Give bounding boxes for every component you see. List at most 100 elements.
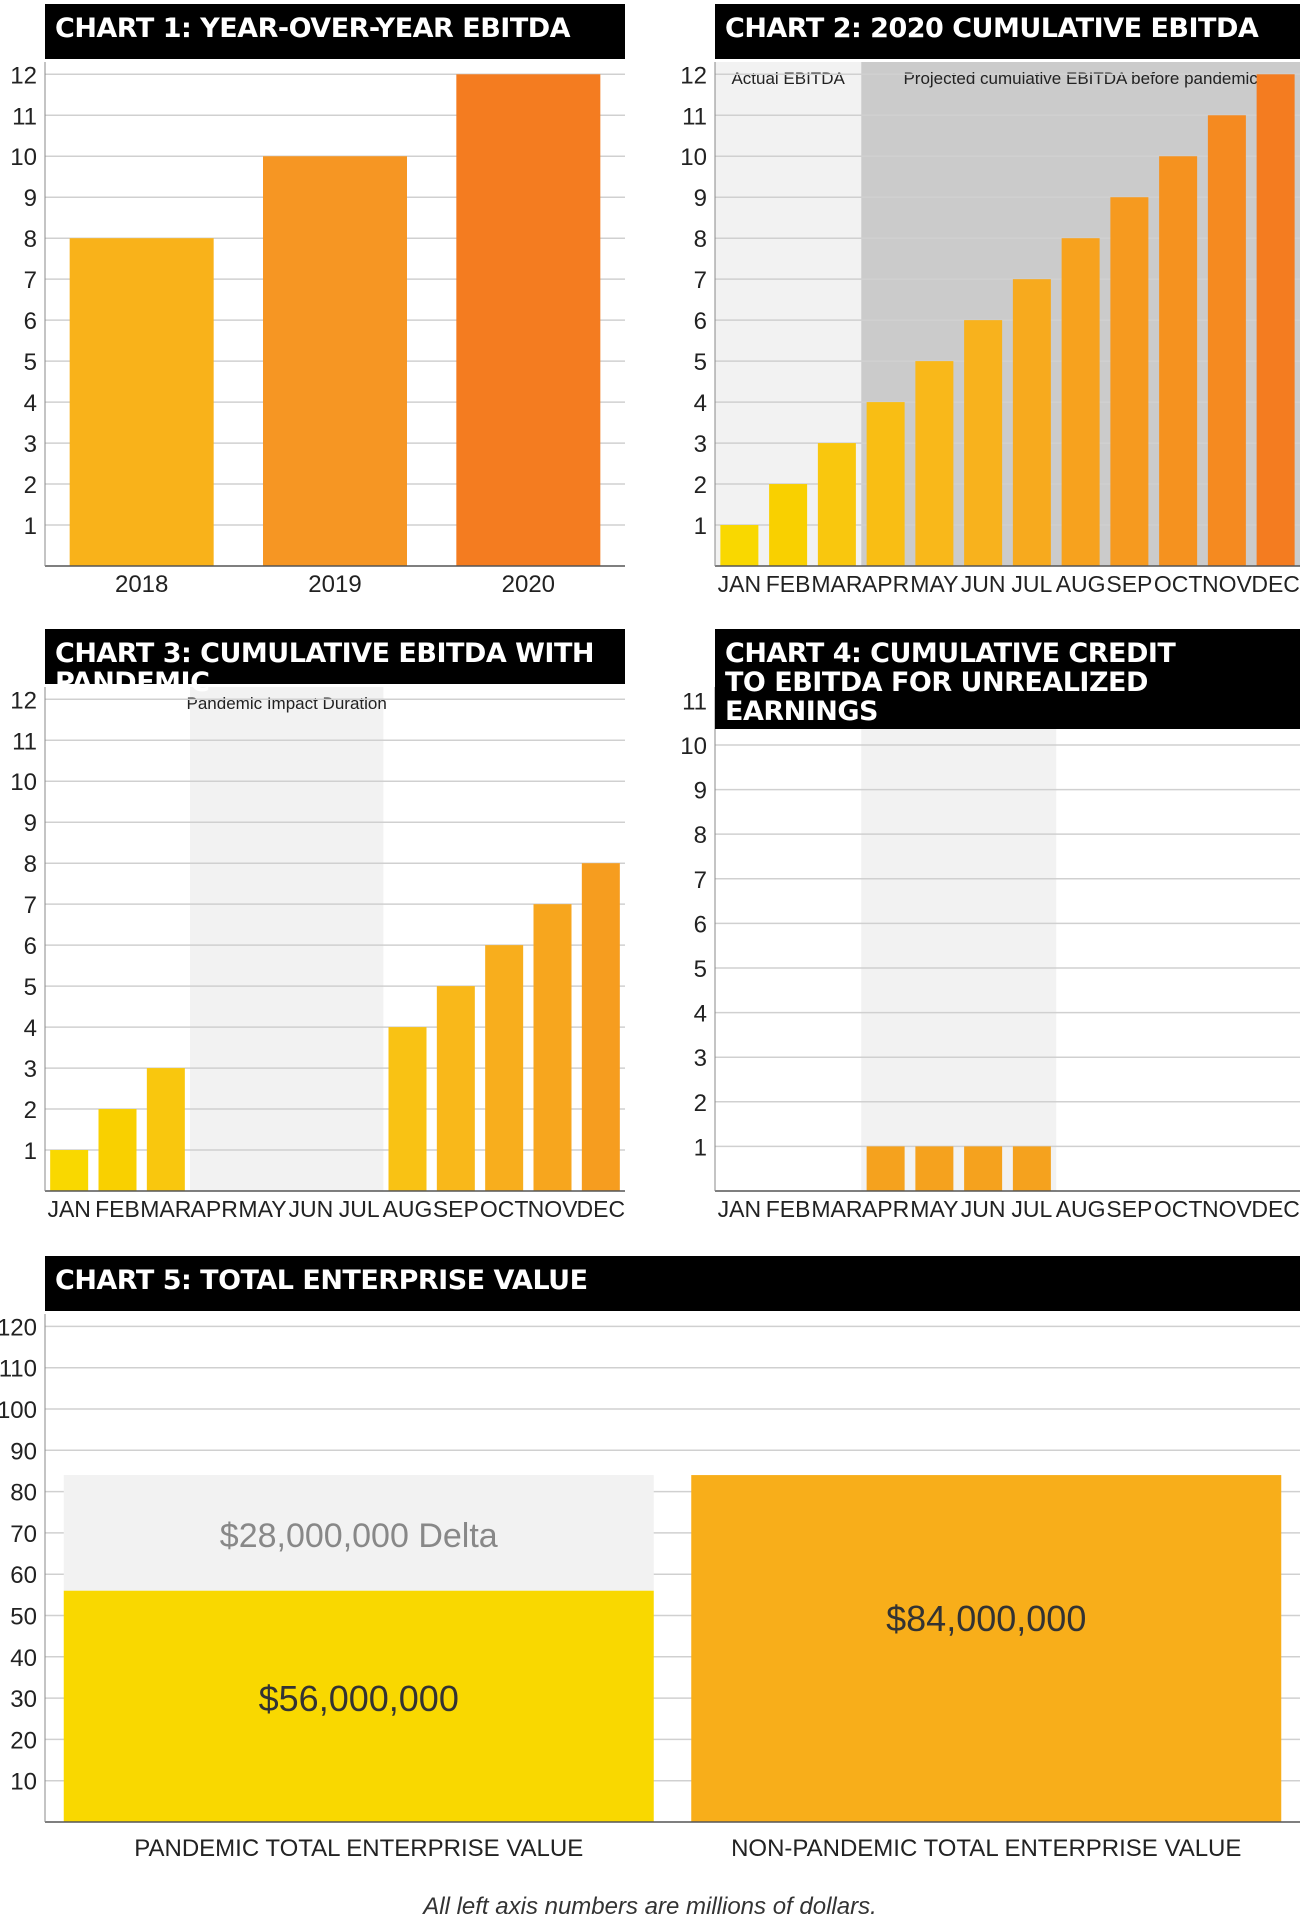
region-label: Actual EBITDA bbox=[731, 69, 845, 88]
chart-3: CHART 3: CUMULATIVE EBITDA WITH PANDEMIC… bbox=[0, 625, 650, 1225]
x-tick-label: SEP bbox=[1106, 1196, 1152, 1222]
x-tick-label: PANDEMIC TOTAL ENTERPRISE VALUE bbox=[134, 1835, 583, 1862]
y-tick-label: 7 bbox=[24, 267, 37, 294]
y-tick-label: 7 bbox=[694, 267, 707, 294]
x-tick-label: 2020 bbox=[502, 571, 555, 598]
y-tick-label: 1 bbox=[694, 1134, 707, 1161]
bar bbox=[915, 1146, 954, 1191]
x-tick-label: NOV bbox=[528, 1196, 579, 1222]
y-tick-label: 11 bbox=[12, 103, 37, 130]
y-tick-label: 120 bbox=[0, 1314, 37, 1341]
bar bbox=[720, 525, 759, 566]
y-tick-label: 12 bbox=[680, 62, 707, 89]
bar bbox=[533, 904, 572, 1191]
region-label: Projected cumulative EBITDA before pande… bbox=[903, 69, 1258, 88]
y-tick-label: 8 bbox=[694, 822, 707, 849]
x-tick-label: MAY bbox=[238, 1196, 286, 1222]
data-label: $84,000,000 bbox=[886, 1598, 1086, 1639]
y-tick-label: 6 bbox=[694, 911, 707, 938]
chart-5: CHART 5: TOTAL ENTERPRISE VALUE 10 20 30 40… bbox=[0, 1252, 1300, 1862]
x-tick-label: AUG bbox=[383, 1196, 433, 1222]
chart-3-title: CHART 3: CUMULATIVE EBITDA WITH PANDEMIC bbox=[45, 629, 625, 697]
x-tick-label: MAR bbox=[140, 1196, 191, 1222]
x-tick-label: OCT bbox=[480, 1196, 529, 1222]
bar bbox=[1207, 115, 1246, 566]
bar bbox=[1256, 74, 1295, 566]
x-tick-label: JAN bbox=[47, 1196, 90, 1222]
x-tick-label: MAR bbox=[811, 1196, 862, 1222]
x-tick-label: JUL bbox=[1011, 571, 1052, 597]
y-tick-label: 30 bbox=[10, 1686, 37, 1713]
x-tick-label: 2019 bbox=[308, 571, 361, 598]
chart-2-title: CHART 2: 2020 CUMULATIVE EBITDA bbox=[715, 4, 1300, 59]
y-tick-label: 10 bbox=[680, 733, 707, 760]
y-tick-label: 5 bbox=[24, 974, 37, 1001]
footnote: All left axis numbers are millions of do… bbox=[423, 1893, 877, 1920]
bar bbox=[769, 484, 808, 566]
y-tick-label: 10 bbox=[10, 769, 37, 796]
x-tick-label: APR bbox=[862, 1196, 909, 1222]
y-tick-label: 8 bbox=[24, 226, 37, 253]
bar bbox=[456, 74, 601, 566]
x-tick-label: DEC bbox=[1251, 571, 1300, 597]
bar bbox=[1061, 238, 1100, 566]
data-label: $56,000,000 bbox=[259, 1678, 459, 1719]
bar bbox=[964, 1146, 1003, 1191]
y-tick-label: 9 bbox=[694, 778, 707, 805]
y-tick-label: 5 bbox=[24, 349, 37, 376]
y-tick-label: 8 bbox=[694, 226, 707, 253]
x-tick-label: SEP bbox=[1106, 571, 1152, 597]
y-tick-label: 8 bbox=[24, 851, 37, 878]
y-tick-label: 4 bbox=[694, 1001, 707, 1028]
y-tick-label: 3 bbox=[24, 431, 37, 458]
y-tick-label: 90 bbox=[10, 1438, 37, 1465]
y-tick-label: 2 bbox=[24, 472, 37, 499]
y-tick-label: 5 bbox=[694, 956, 707, 983]
bar bbox=[50, 1150, 89, 1191]
x-tick-label: APR bbox=[191, 1196, 238, 1222]
bar bbox=[964, 320, 1003, 566]
x-tick-label: AUG bbox=[1056, 1196, 1106, 1222]
x-tick-label: NON-PANDEMIC TOTAL ENTERPRISE VALUE bbox=[731, 1835, 1241, 1862]
y-tick-label: 70 bbox=[10, 1521, 37, 1548]
x-tick-label: SEP bbox=[433, 1196, 479, 1222]
y-tick-label: 4 bbox=[694, 390, 707, 417]
region-label: Pandemic Impact Duration bbox=[187, 694, 387, 713]
chart-3-plot: Pandemic Impact Duration123456789101112J… bbox=[10, 687, 626, 1222]
chart-4: CHART 4: CUMULATIVE CREDIT TO EBITDA FOR… bbox=[670, 625, 1300, 1225]
y-tick-label: 6 bbox=[694, 308, 707, 335]
y-tick-label: 20 bbox=[10, 1727, 37, 1754]
y-tick-label: 2 bbox=[694, 1090, 707, 1117]
x-tick-label: JUN bbox=[961, 571, 1006, 597]
shaded-region bbox=[861, 687, 1057, 1191]
shaded-region bbox=[190, 687, 384, 1191]
y-tick-label: 3 bbox=[694, 431, 707, 458]
chart-1-title: CHART 1: YEAR-OVER-YEAR EBITDA bbox=[45, 4, 625, 59]
y-tick-label: 50 bbox=[10, 1603, 37, 1630]
x-tick-label: FEB bbox=[95, 1196, 140, 1222]
bar bbox=[1159, 156, 1198, 566]
x-tick-label: JAN bbox=[718, 571, 761, 597]
x-tick-label: NOV bbox=[1202, 1196, 1253, 1222]
x-tick-label: 2018 bbox=[115, 571, 168, 598]
chart-2: CHART 2: 2020 CUMULATIVE EBITDA Actual E… bbox=[670, 0, 1300, 600]
x-tick-label: OCT bbox=[1154, 571, 1203, 597]
x-tick-label: MAR bbox=[811, 571, 862, 597]
x-tick-label: JUL bbox=[1011, 1196, 1052, 1222]
y-tick-label: 12 bbox=[10, 62, 37, 89]
x-tick-label: JUL bbox=[339, 1196, 380, 1222]
y-tick-label: 2 bbox=[694, 472, 707, 499]
y-tick-label: 1 bbox=[24, 1138, 37, 1165]
y-tick-label: 3 bbox=[694, 1045, 707, 1072]
bar bbox=[263, 156, 407, 566]
y-tick-label: 5 bbox=[694, 349, 707, 376]
y-tick-label: 9 bbox=[24, 810, 37, 837]
x-tick-label: NOV bbox=[1202, 571, 1253, 597]
x-tick-label: DEC bbox=[577, 1196, 626, 1222]
bar bbox=[817, 443, 856, 566]
bar bbox=[915, 361, 954, 566]
x-tick-label: MAY bbox=[910, 1196, 958, 1222]
y-tick-label: 110 bbox=[0, 1356, 37, 1383]
